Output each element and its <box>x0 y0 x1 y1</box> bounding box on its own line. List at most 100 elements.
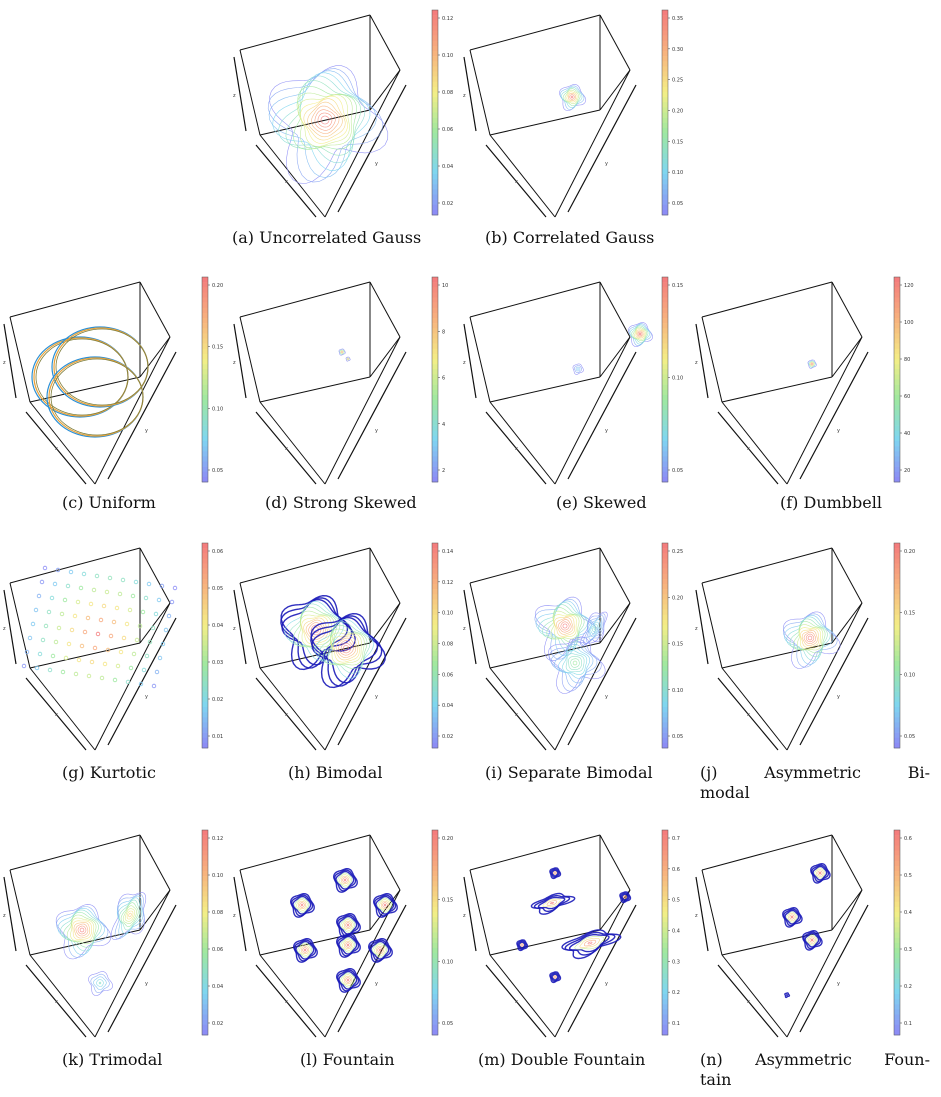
colorbar-segment <box>894 660 900 667</box>
box-edge <box>469 281 601 318</box>
colorbar-segment <box>662 471 668 478</box>
caption-n-word-1: (n) <box>700 1050 723 1069</box>
density-contour <box>634 328 646 340</box>
density-contour <box>589 619 601 637</box>
colorbar-segment <box>202 717 208 723</box>
colorbar-segment <box>662 1014 668 1020</box>
kurtotic-contour <box>114 605 120 611</box>
colorbar-tick-label: 120 <box>904 283 914 289</box>
box-edge <box>9 582 31 669</box>
colorbar-segment <box>662 30 668 36</box>
colorbar-segment <box>202 318 208 324</box>
colorbar-segment <box>894 691 900 698</box>
kurtotic-contour <box>108 633 114 639</box>
colorbar-segment <box>202 681 208 687</box>
colorbar-tick-label: 0.3 <box>672 959 680 965</box>
density-contour <box>330 632 362 665</box>
colorbar-tick-label: 0.02 <box>212 1021 223 1027</box>
y-axis-label: y <box>145 694 148 700</box>
density-contour <box>335 637 356 658</box>
kurtotic-contour <box>128 665 134 671</box>
x-axis-arrow <box>717 411 779 485</box>
colorbar-segment <box>662 614 668 621</box>
box-edge <box>489 376 601 403</box>
colorbar-segment <box>202 594 208 600</box>
colorbar-segment <box>662 297 668 303</box>
density-contour <box>320 115 330 125</box>
density-contour <box>554 643 594 684</box>
density-contour <box>568 93 576 101</box>
caption-e: (e) Skewed <box>556 493 647 512</box>
colorbar-segment <box>662 691 668 698</box>
colorbar-segment <box>202 707 208 713</box>
density-contour <box>786 616 831 661</box>
kurtotic-contour <box>21 663 27 669</box>
box-edge <box>259 667 326 751</box>
colorbar-segment <box>662 630 668 636</box>
uniform-contour <box>35 338 129 416</box>
z-axis-arrow <box>233 589 247 665</box>
plot-d: z x y 2 4 6 8 10 <box>233 276 448 485</box>
colorbar-segment <box>662 209 668 216</box>
colorbar-segment <box>662 133 668 139</box>
z-axis-label: z <box>695 913 698 919</box>
density-contour <box>804 932 820 948</box>
y-axis-label: y <box>605 161 608 167</box>
density-contours <box>559 84 587 112</box>
x-axis-arrow <box>25 677 87 751</box>
kurtotic-contour <box>43 623 49 629</box>
colorbar-segment <box>432 666 438 672</box>
colorbar-segment <box>432 983 438 990</box>
colorbar-segment <box>432 364 438 370</box>
x-axis-arrow <box>255 411 317 485</box>
colorbar-segment <box>894 343 900 350</box>
colorbar-segment <box>202 558 208 564</box>
colorbar-segment <box>662 359 668 365</box>
colorbar-segment <box>432 81 438 88</box>
colorbar-segment <box>432 420 438 426</box>
colorbar-segment <box>894 947 900 954</box>
colorbar-segment <box>202 994 208 1000</box>
box-edge <box>94 336 171 485</box>
plot-m: z x y 0.1 0.2 0.3 0.4 0.5 0.6 0.7 <box>463 829 680 1038</box>
colorbar-segment <box>432 405 438 411</box>
colorbar-segment <box>202 722 208 728</box>
colorbar-segment <box>432 400 438 406</box>
colorbar-tick-label: 0.6 <box>672 867 680 873</box>
colorbar-segment <box>202 958 208 964</box>
colorbar-segment <box>202 471 208 478</box>
kurtotic-contour <box>130 593 136 599</box>
density-contour <box>808 936 816 944</box>
density-contour <box>278 75 366 164</box>
colorbar-segment <box>662 287 668 293</box>
colorbar-tick-label: 0.10 <box>672 376 683 382</box>
colorbar-tick-label: 0.7 <box>672 836 680 842</box>
box-edge <box>239 281 371 318</box>
uniform-contour <box>50 358 144 436</box>
colorbar-segment <box>202 696 208 703</box>
colorbar-segment <box>662 1024 668 1031</box>
density-contour <box>638 332 642 336</box>
colorbar-segment <box>662 410 668 416</box>
caption-l: (l) Fountain <box>300 1050 395 1069</box>
kurtotic-contour <box>52 581 58 587</box>
colorbar-segment <box>662 456 668 462</box>
colorbar-segment <box>894 461 900 467</box>
colorbar-tick-label: 0.4 <box>904 910 912 916</box>
colorbar-segment <box>432 901 438 908</box>
colorbar-segment <box>432 307 438 314</box>
density-contour <box>819 872 821 874</box>
density-contour <box>311 105 340 134</box>
colorbar-tick-label: 10 <box>442 283 448 289</box>
caption-j-word-2: Asymmetric <box>764 763 861 782</box>
colorbar-segment <box>662 999 668 1005</box>
density-contour <box>566 91 578 103</box>
colorbar-tick-label: 0.15 <box>442 898 453 904</box>
box-edge <box>239 582 261 669</box>
colorbar-segment <box>894 712 900 718</box>
colorbar: 0.1 0.2 0.3 0.4 0.5 0.6 0.7 <box>661 829 680 1036</box>
box-frame: z x y <box>3 834 177 1038</box>
colorbar-tick-label: 0.20 <box>672 595 683 601</box>
y-axis-arrow <box>337 351 407 480</box>
density-contour <box>517 940 527 950</box>
